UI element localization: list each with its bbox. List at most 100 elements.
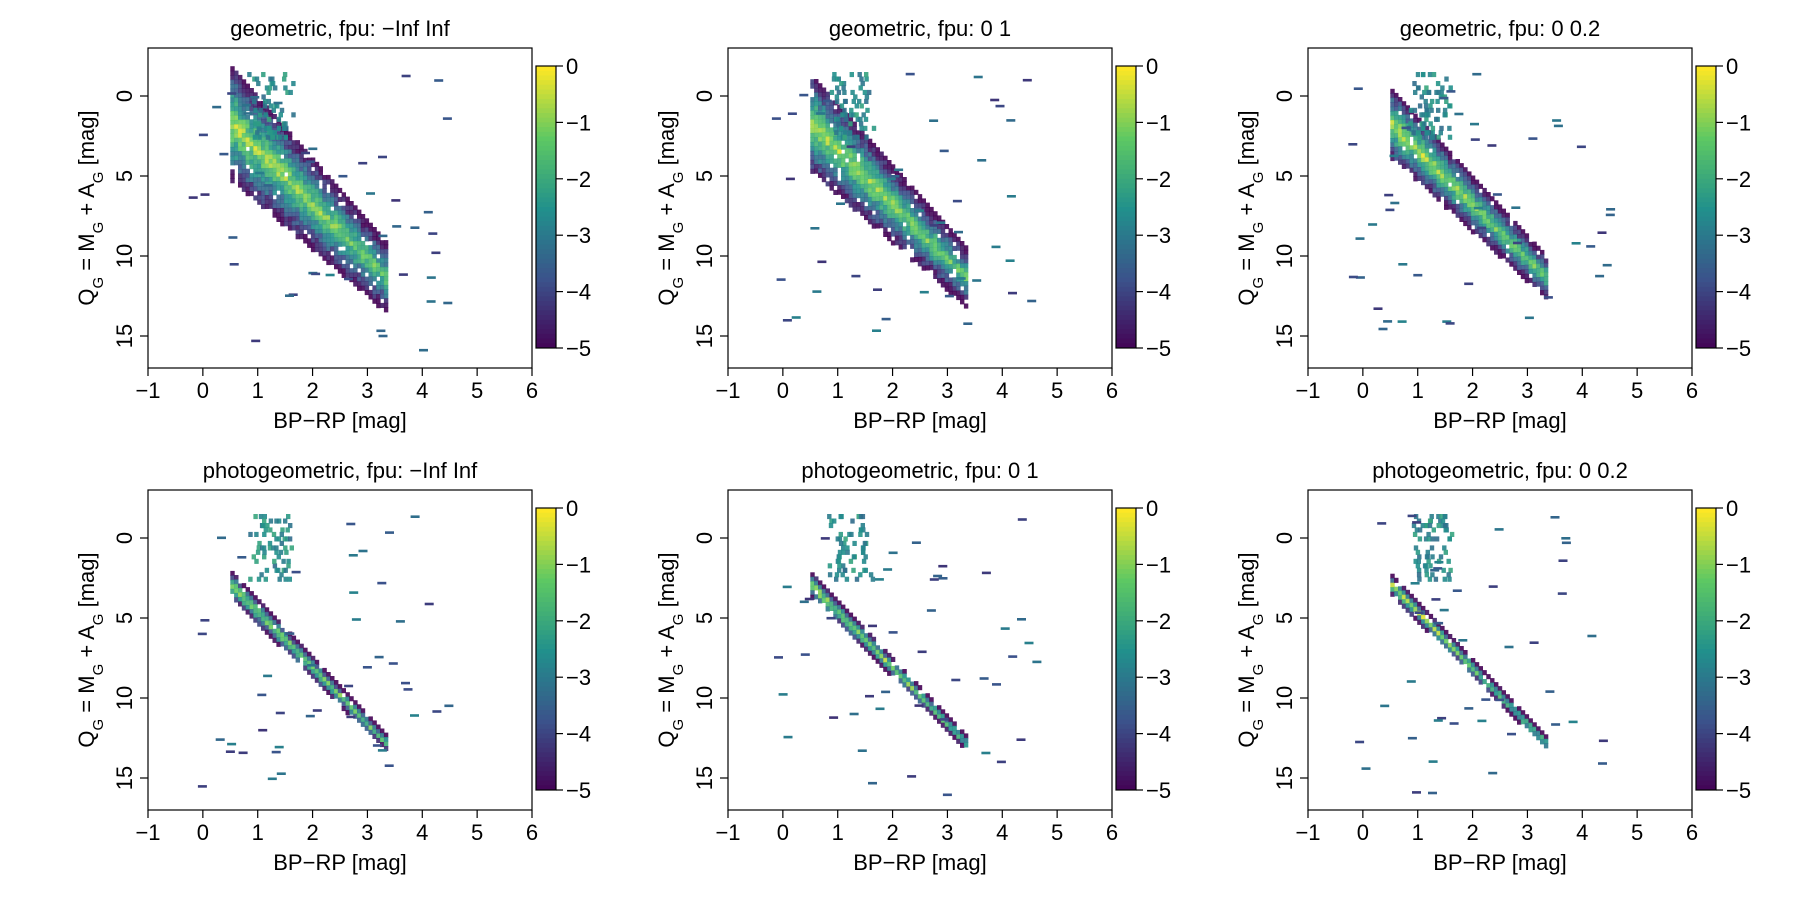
outlier-cell bbox=[263, 674, 273, 678]
density-cell bbox=[383, 289, 389, 295]
density-cell bbox=[852, 188, 857, 194]
density-cell bbox=[341, 250, 346, 256]
density-cell bbox=[253, 595, 258, 601]
density-cell bbox=[1405, 141, 1410, 147]
density-cell bbox=[287, 649, 293, 655]
colorbar-segment bbox=[1116, 681, 1136, 688]
colorbar-segment bbox=[536, 343, 556, 349]
outlier-cell bbox=[1470, 138, 1480, 141]
outlier-cell bbox=[301, 151, 310, 155]
outlier-cell bbox=[1383, 320, 1393, 323]
density-cell bbox=[345, 701, 350, 707]
colorbar-segment bbox=[536, 681, 556, 688]
density-cell bbox=[898, 204, 903, 210]
density-cell bbox=[272, 140, 277, 146]
density-cell bbox=[307, 198, 312, 204]
outlier-cell bbox=[1511, 206, 1521, 209]
density-cell bbox=[272, 114, 277, 120]
density-cell bbox=[230, 84, 235, 90]
density-cell bbox=[275, 103, 280, 109]
outlier-cell bbox=[981, 751, 991, 755]
colorbar-segment bbox=[1696, 620, 1716, 626]
density-cell bbox=[299, 234, 304, 240]
density-cell bbox=[1409, 607, 1414, 613]
colorbar-segment bbox=[536, 710, 556, 716]
density-cell bbox=[284, 189, 289, 195]
density-cell bbox=[1430, 125, 1436, 131]
density-cell bbox=[261, 621, 266, 627]
density-cell bbox=[837, 609, 842, 615]
density-cell bbox=[230, 160, 235, 166]
density-cell bbox=[376, 737, 381, 743]
density-cell bbox=[837, 567, 842, 573]
density-cell bbox=[245, 177, 250, 183]
density-cell bbox=[345, 228, 350, 234]
density-cell bbox=[360, 223, 366, 229]
colorbar-segment bbox=[1116, 569, 1136, 575]
density-cell bbox=[894, 226, 900, 232]
density-cell bbox=[1513, 711, 1518, 717]
density-cell bbox=[852, 166, 857, 172]
density-cell bbox=[303, 166, 308, 172]
density-cell bbox=[337, 187, 343, 193]
density-cell bbox=[821, 105, 827, 111]
density-cell bbox=[1425, 523, 1430, 529]
density-cell bbox=[357, 223, 362, 229]
colorbar-segment bbox=[1696, 296, 1716, 302]
density-cell bbox=[264, 163, 270, 169]
density-cell bbox=[364, 263, 370, 269]
density-cell bbox=[262, 514, 267, 520]
colorbar-segment bbox=[1116, 141, 1136, 147]
density-cell bbox=[368, 254, 373, 260]
density-cell bbox=[380, 302, 385, 308]
density-cell bbox=[1509, 707, 1514, 713]
density-cell bbox=[230, 575, 235, 581]
density-cell bbox=[956, 729, 961, 735]
density-cell bbox=[894, 665, 900, 671]
density-cell bbox=[963, 737, 969, 743]
density-cell bbox=[810, 164, 815, 170]
density-cell bbox=[318, 224, 323, 230]
colorbar-tick-label: −5 bbox=[1146, 778, 1171, 803]
density-cell bbox=[1494, 218, 1499, 224]
density-cell bbox=[862, 540, 868, 546]
x-tick-label: 6 bbox=[1686, 378, 1698, 403]
density-cell bbox=[261, 118, 266, 124]
density-cell bbox=[376, 249, 381, 255]
density-cell bbox=[1505, 239, 1510, 245]
density-cell bbox=[833, 163, 838, 169]
density-cell bbox=[249, 177, 254, 183]
colorbar-segment bbox=[536, 324, 556, 330]
density-cell bbox=[1444, 160, 1449, 166]
colorbar-segment bbox=[1116, 649, 1136, 655]
outlier-cell bbox=[944, 294, 954, 298]
density-cell bbox=[864, 143, 869, 149]
density-cell bbox=[1436, 169, 1441, 175]
colorbar-segment bbox=[1116, 531, 1136, 537]
density-cell bbox=[271, 107, 276, 113]
density-cell bbox=[353, 254, 358, 260]
density-cell bbox=[1443, 549, 1448, 555]
density-cell bbox=[326, 251, 331, 257]
density-cell bbox=[1390, 133, 1395, 139]
density-cell bbox=[318, 246, 323, 252]
density-cell bbox=[821, 141, 827, 147]
density-cell bbox=[1470, 206, 1476, 212]
density-cell bbox=[295, 202, 300, 208]
density-cell bbox=[253, 181, 258, 187]
density-cell bbox=[860, 523, 865, 529]
colorbar-segment bbox=[1116, 583, 1136, 589]
density-cell bbox=[933, 233, 938, 239]
density-cell bbox=[906, 221, 911, 227]
density-cell bbox=[282, 536, 287, 542]
density-cell bbox=[1497, 204, 1503, 210]
density-cell bbox=[852, 184, 857, 190]
density-cell bbox=[287, 158, 293, 164]
density-cell bbox=[829, 145, 834, 151]
colorbar-segment bbox=[1696, 277, 1716, 283]
density-cell bbox=[1474, 666, 1480, 672]
density-cell bbox=[871, 156, 877, 162]
density-cell bbox=[241, 92, 247, 98]
density-cell bbox=[879, 662, 884, 668]
density-cell bbox=[883, 200, 888, 206]
